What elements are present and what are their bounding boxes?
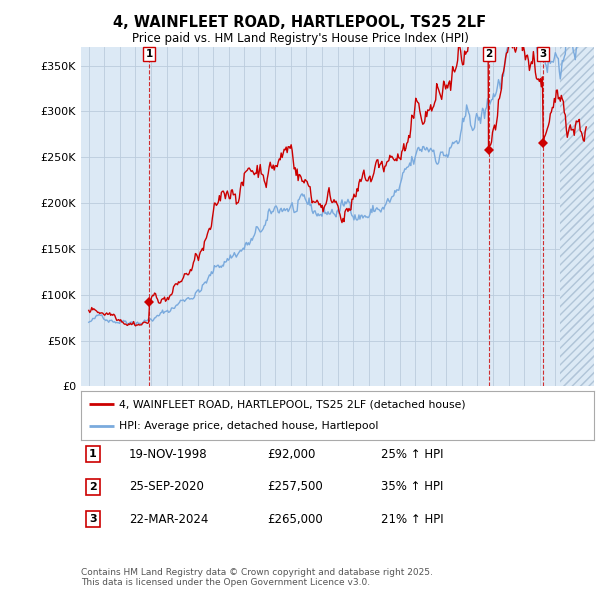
Text: £265,000: £265,000	[267, 513, 323, 526]
Text: 1: 1	[145, 49, 153, 59]
Text: 2: 2	[485, 49, 493, 59]
Text: £92,000: £92,000	[267, 448, 316, 461]
Text: 25-SEP-2020: 25-SEP-2020	[129, 480, 204, 493]
Text: 3: 3	[89, 514, 97, 524]
Text: Contains HM Land Registry data © Crown copyright and database right 2025.
This d: Contains HM Land Registry data © Crown c…	[81, 568, 433, 587]
Text: 1: 1	[89, 450, 97, 459]
Text: £257,500: £257,500	[267, 480, 323, 493]
Text: 22-MAR-2024: 22-MAR-2024	[129, 513, 208, 526]
Text: 25% ↑ HPI: 25% ↑ HPI	[381, 448, 443, 461]
Text: 35% ↑ HPI: 35% ↑ HPI	[381, 480, 443, 493]
Bar	[560, 47, 594, 386]
Text: 4, WAINFLEET ROAD, HARTLEPOOL, TS25 2LF (detached house): 4, WAINFLEET ROAD, HARTLEPOOL, TS25 2LF …	[119, 399, 466, 409]
Text: HPI: Average price, detached house, Hartlepool: HPI: Average price, detached house, Hart…	[119, 421, 379, 431]
Text: 4, WAINFLEET ROAD, HARTLEPOOL, TS25 2LF: 4, WAINFLEET ROAD, HARTLEPOOL, TS25 2LF	[113, 15, 487, 30]
Text: 21% ↑ HPI: 21% ↑ HPI	[381, 513, 443, 526]
Text: 3: 3	[539, 49, 547, 59]
Bar	[560, 47, 594, 386]
Text: Price paid vs. HM Land Registry's House Price Index (HPI): Price paid vs. HM Land Registry's House …	[131, 32, 469, 45]
Text: 19-NOV-1998: 19-NOV-1998	[129, 448, 208, 461]
Text: 2: 2	[89, 482, 97, 491]
